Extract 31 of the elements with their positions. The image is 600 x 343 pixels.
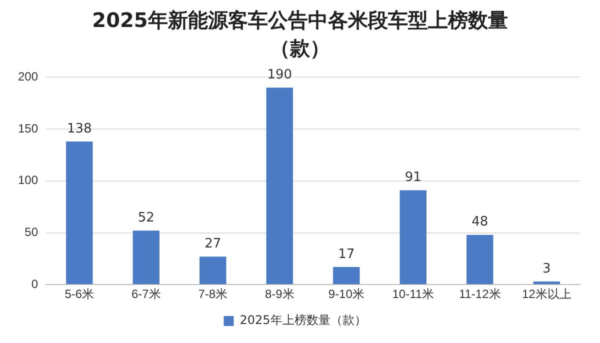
y-tick-label: 100 <box>18 173 38 188</box>
y-tick-label: 200 <box>18 70 38 84</box>
data-label: 48 <box>472 214 488 230</box>
data-label: 190 <box>267 67 292 82</box>
data-label: 138 <box>66 121 92 136</box>
bar <box>466 234 494 284</box>
x-tick-label: 8-9米 <box>264 287 294 302</box>
data-label: 27 <box>204 236 222 252</box>
data-label: 52 <box>138 210 154 226</box>
x-tick-label: 9-10米 <box>328 287 364 302</box>
bar <box>333 266 360 284</box>
bar <box>200 256 226 284</box>
data-label: 3 <box>542 261 551 276</box>
y-tick-label: 0 <box>31 276 38 291</box>
bar <box>400 190 426 284</box>
y-tick-label: 50 <box>24 225 38 240</box>
x-tick-label: 6-7米 <box>131 287 161 302</box>
x-tick-label: 10-11米 <box>392 287 434 302</box>
bar <box>66 141 93 284</box>
data-label: 91 <box>404 170 422 186</box>
x-tick-label: 11-12米 <box>458 287 501 302</box>
x-tick-label: 7-8米 <box>198 287 228 302</box>
data-label: 17 <box>338 246 355 262</box>
bar <box>132 230 160 284</box>
bar <box>266 88 293 284</box>
x-tick-label: 12米以上 <box>522 287 572 302</box>
bar <box>533 281 560 284</box>
x-tick-label: 5-6米 <box>64 287 94 302</box>
y-tick-label: 150 <box>18 121 38 136</box>
legend-label: 2025年上榜数量（款） <box>240 313 366 328</box>
chart-title: 2025年新能源客车公告中各米段车型上榜数量（款） <box>91 7 509 62</box>
